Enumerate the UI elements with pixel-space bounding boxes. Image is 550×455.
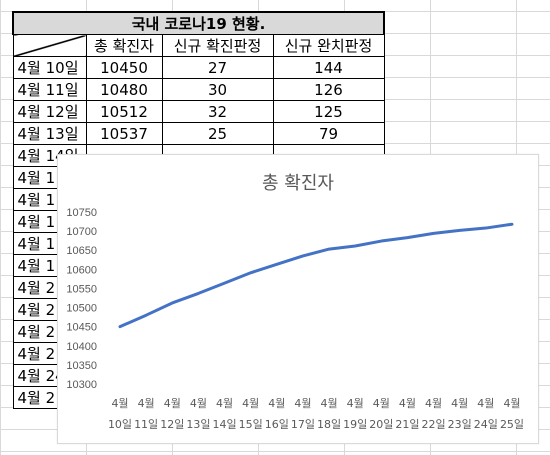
y-tick-label: 10300 [66, 379, 97, 391]
x-tick-label: 4월 22일 [422, 397, 446, 431]
new-recovered-cell[interactable]: 125 [272, 100, 385, 123]
new-confirmed-cell[interactable]: 25 [161, 122, 274, 145]
x-tick-label: 4월 24일 [474, 397, 498, 431]
new-confirmed-cell[interactable]: 27 [161, 56, 274, 79]
new-recovered-cell[interactable]: 126 [272, 78, 385, 101]
date-cell[interactable]: 4월 10일 [12, 56, 87, 79]
total-cell[interactable]: 10537 [85, 122, 163, 145]
x-tick-label: 4월 17일 [291, 397, 315, 431]
x-tick-label: 4월 23일 [448, 397, 472, 431]
series-line[interactable] [118, 222, 514, 329]
chart-plot: 10300 10350 10400 10450 10500 10550 10600 10650… [66, 207, 524, 431]
y-tick-label: 10450 [66, 322, 97, 334]
chart-title: 총 확진자 [262, 173, 334, 194]
y-tick-label: 10500 [66, 303, 97, 315]
total-cell[interactable]: 10480 [85, 78, 163, 101]
x-tick-label: 4월 11일 [134, 397, 158, 431]
y-tick-label: 10600 [66, 264, 97, 276]
date-cell[interactable]: 4월 13일 [12, 122, 87, 145]
line-chart[interactable]: 총 확진자 10300 10350 10400 10450 10500 10550 1060… [57, 154, 539, 444]
table-title[interactable]: 국내 코로나19 현황. [12, 11, 385, 35]
table-row: 4월 11일 10480 30 126 [12, 78, 385, 101]
date-cell[interactable]: 4월 12일 [12, 100, 87, 123]
table-row: 4월 13일 10537 25 79 [12, 122, 385, 145]
y-tick-label: 10700 [66, 226, 97, 238]
new-confirmed-cell[interactable]: 30 [161, 78, 274, 101]
y-tick-label: 10550 [66, 283, 97, 295]
header-total[interactable]: 총 확진자 [85, 34, 163, 57]
new-recovered-cell[interactable]: 79 [272, 122, 385, 145]
x-tick-label: 4월 21일 [395, 397, 419, 431]
total-cell[interactable]: 10512 [85, 100, 163, 123]
x-tick-label: 4월 19일 [343, 397, 367, 431]
y-tick-label: 10350 [66, 360, 97, 372]
y-tick-label: 10750 [66, 207, 97, 219]
table-row: 4월 12일 10512 32 125 [12, 100, 385, 123]
x-tick-label: 4월 15일 [239, 397, 263, 431]
y-tick-label: 10650 [66, 245, 97, 257]
x-tick-label: 4월 13일 [186, 397, 210, 431]
new-confirmed-cell[interactable]: 32 [161, 100, 274, 123]
x-tick-label: 4월 25일 [500, 397, 524, 431]
new-recovered-cell[interactable]: 144 [272, 56, 385, 79]
table-row: 4월 10일 10450 27 144 [12, 56, 385, 79]
total-cell[interactable]: 10450 [85, 56, 163, 79]
x-tick-label: 4월 10일 [108, 397, 132, 431]
x-tick-label: 4월 14일 [212, 397, 236, 431]
x-tick-label: 4월 18일 [317, 397, 341, 431]
date-cell[interactable]: 4월 11일 [12, 78, 87, 101]
x-tick-label: 4월 12일 [160, 397, 184, 431]
x-tick-label: 4월 16일 [265, 397, 289, 431]
x-tick-label: 4월 20일 [369, 397, 393, 431]
header-new-confirmed[interactable]: 신규 확진판정 [161, 34, 274, 57]
y-tick-label: 10400 [66, 341, 97, 353]
header-diagonal-cell[interactable] [12, 34, 87, 57]
header-new-recovered[interactable]: 신규 완치판정 [272, 34, 385, 57]
